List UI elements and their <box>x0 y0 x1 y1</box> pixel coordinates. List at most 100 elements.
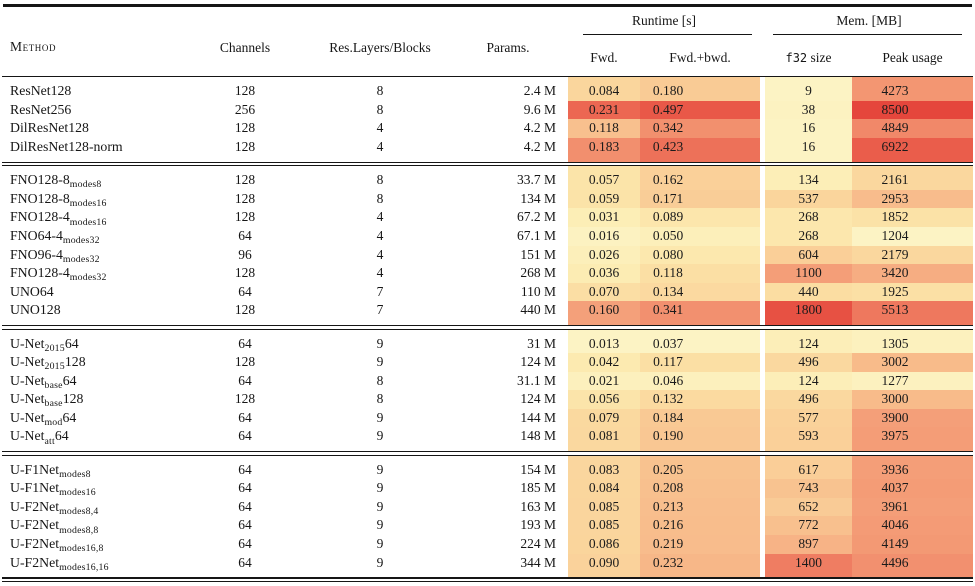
layers-cell: 7 <box>376 283 384 299</box>
params-cell: 151 M <box>520 246 556 262</box>
f32-size-cell: 652 <box>765 497 852 517</box>
peak-usage-cell: 6922 <box>852 137 973 162</box>
fwd-runtime-cell: 0.042 <box>568 353 640 372</box>
method-name: U-F1Net <box>10 461 60 477</box>
layers-cell: 9 <box>376 409 384 425</box>
table-row: U-Netbase128 128 8 124 M 0.056 0.132 496… <box>0 390 975 409</box>
layers-cell: 9 <box>376 536 384 552</box>
method-name: U-F2Net <box>10 498 60 514</box>
method-name: 64 <box>54 428 69 444</box>
params-cell: 31 M <box>527 335 556 351</box>
f32-size-cell: 593 <box>765 427 852 452</box>
layers-cell: 4 <box>376 265 384 281</box>
fwd-bwd-runtime-cell: 0.341 <box>640 301 760 325</box>
f32-size-cell: 268 <box>765 226 852 246</box>
fwd-bwd-runtime-cell: 0.132 <box>640 390 760 409</box>
f32-size-cell: 604 <box>765 245 852 265</box>
params-cell: 33.7 M <box>516 172 556 188</box>
method-subscript: modes16 <box>69 197 107 209</box>
header-rule <box>2 75 973 78</box>
fwd-runtime-cell: 0.070 <box>568 282 640 302</box>
table-row: FNO128-4modes16 128 4 67.2 M 0.031 0.089… <box>0 208 975 228</box>
f32-tt-label: f32 <box>785 50 808 65</box>
col-header-res-layers-blocks: Res.Layers/Blocks <box>329 39 431 55</box>
f32-size-cell: 440 <box>765 282 852 302</box>
method-cell: FNO64-4modes32 <box>10 227 190 246</box>
group-header-runtime: Runtime [s] <box>631 12 697 28</box>
col-header-peak-usage: Peak usage <box>882 49 943 65</box>
peak-usage-cell: 3936 <box>852 455 973 480</box>
method-subscript: modes16,8 <box>59 543 104 555</box>
fwd-bwd-runtime-cell: 0.232 <box>640 553 760 578</box>
fwd-runtime-cell: 0.016 <box>568 226 640 246</box>
params-cell: 110 M <box>520 283 556 299</box>
peak-usage-cell: 3000 <box>852 390 973 409</box>
method-name: FNO64-4 <box>10 227 63 243</box>
channels-cell: 128 <box>234 354 256 370</box>
layers-cell: 9 <box>376 498 384 514</box>
fwd-runtime-cell: 0.086 <box>568 535 640 554</box>
table-top-rule <box>3 4 972 7</box>
fwd-runtime-cell: 0.085 <box>568 516 640 536</box>
f32-size-cell: 1800 <box>765 301 852 325</box>
peak-usage-cell: 1204 <box>852 226 973 246</box>
f32-size-cell: 16 <box>765 119 852 138</box>
channels-cell: 64 <box>238 283 252 299</box>
section-ufnet: U-F1Netmodes8 64 9 154 M 0.083 0.205 617… <box>0 455 975 578</box>
table-row: U-Netatt64 64 9 148 M 0.081 0.190 593 39… <box>0 427 975 452</box>
method-cell: DilResNet128 <box>10 119 190 138</box>
params-cell: 344 M <box>520 554 556 570</box>
channels-cell: 64 <box>238 428 252 444</box>
channels-cell: 64 <box>238 554 252 570</box>
peak-usage-cell: 1305 <box>852 329 973 354</box>
method-name: U-F2Net <box>10 536 60 552</box>
method-name: U-Net <box>10 428 45 444</box>
peak-usage-cell: 3002 <box>852 353 973 372</box>
f32-size-cell: 577 <box>765 408 852 428</box>
f32-size-cell: 1100 <box>765 264 852 283</box>
layers-cell: 9 <box>376 461 384 477</box>
layers-cell: 4 <box>376 138 384 154</box>
runtime-group-underline <box>583 33 752 35</box>
table-bottom-rule <box>2 577 973 583</box>
group-header-memory: Mem. [MB] <box>836 12 902 28</box>
fwd-runtime-cell: 0.059 <box>568 189 640 209</box>
method-name: U-F2Net <box>10 554 60 570</box>
channels-cell: 64 <box>238 461 252 477</box>
params-cell: 124 M <box>520 354 556 370</box>
table-row: U-Netmod64 64 9 144 M 0.079 0.184 577 39… <box>0 408 975 428</box>
fwd-runtime-cell: 0.021 <box>568 371 640 391</box>
layers-cell: 9 <box>376 480 384 496</box>
method-cell: DilResNet128-norm <box>10 138 190 157</box>
layers-cell: 4 <box>376 209 384 225</box>
method-subscript: base <box>44 398 63 410</box>
method-name: FNO96-4 <box>10 246 63 262</box>
method-cell: FNO128-8modes16 <box>10 190 190 209</box>
method-name: UNO64 <box>10 283 54 299</box>
channels-cell: 64 <box>238 409 252 425</box>
f32-size-cell: 897 <box>765 535 852 554</box>
peak-usage-cell: 3975 <box>852 427 973 452</box>
method-cell: U-Netbase128 <box>10 390 190 409</box>
method-name: U-Net <box>10 354 45 370</box>
method-cell: FNO128-4modes16 <box>10 208 190 227</box>
params-cell: 4.2 M <box>523 138 556 154</box>
method-cell: U-Netatt64 <box>10 427 190 446</box>
method-name: U-F2Net <box>10 517 60 533</box>
peak-usage-cell: 8500 <box>852 100 973 120</box>
layers-cell: 4 <box>376 120 384 136</box>
params-cell: 440 M <box>520 302 556 318</box>
channels-cell: 128 <box>234 265 256 281</box>
method-name: FNO128-4 <box>10 209 70 225</box>
params-cell: 148 M <box>520 428 556 444</box>
table-row: U-Net2015128 128 9 124 M 0.042 0.117 496… <box>0 353 975 372</box>
channels-cell: 128 <box>234 120 256 136</box>
table-row: U-F2Netmodes8,8 64 9 193 M 0.085 0.216 7… <box>0 516 975 536</box>
method-name: ResNet256 <box>10 101 72 117</box>
method-cell: U-Net2015128 <box>10 353 190 372</box>
channels-cell: 128 <box>234 83 256 99</box>
method-cell: U-F2Netmodes16,8 <box>10 535 190 554</box>
method-name: UNO128 <box>10 302 61 318</box>
fwd-bwd-runtime-cell: 0.117 <box>640 353 760 372</box>
peak-usage-cell: 2161 <box>852 166 973 190</box>
